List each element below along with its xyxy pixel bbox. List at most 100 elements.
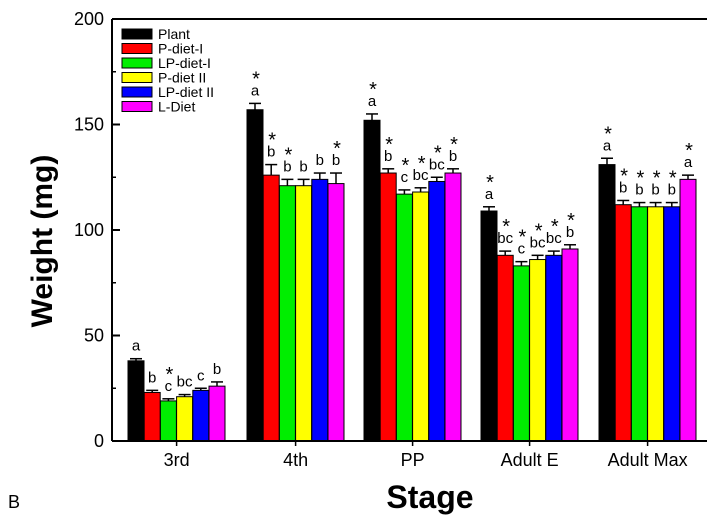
legend-swatch (121, 43, 153, 54)
significance-star: * (535, 220, 543, 242)
significance-letter: b (566, 224, 574, 241)
x-tick-label: Adult Max (608, 450, 688, 470)
errorbars-layer (130, 102, 694, 401)
bar-l-diet-adult-e (561, 248, 579, 442)
bar-lp-diet-i-adult-max (630, 206, 648, 442)
significance-letter: c (197, 367, 205, 384)
significance-letter: bc (530, 234, 546, 251)
x-tick-label: PP (401, 450, 425, 470)
bar-plant-3rd (127, 360, 145, 442)
significance-star: * (434, 142, 442, 164)
bar-plant-4th (246, 109, 264, 442)
significance-letter: b (384, 148, 392, 165)
legend-label: P-diet II (158, 70, 206, 86)
bar-lp-diet-ii-adult-e (545, 254, 563, 442)
significance-letter: b (449, 148, 457, 165)
bar-p-diet-i-pp (379, 172, 397, 442)
significance-star: * (604, 123, 612, 145)
significance-star: * (685, 140, 693, 162)
bar-p-diet-ii-pp (412, 191, 430, 442)
y-tick-label: 200 (74, 9, 104, 29)
significance-letter: a (251, 82, 260, 99)
significance-letter: bc (429, 156, 445, 173)
y-tick-label: 150 (74, 115, 104, 135)
significance-letter: a (368, 93, 377, 110)
significance-star: * (268, 130, 276, 152)
significance-star: * (519, 227, 527, 249)
significance-letter: c (401, 169, 409, 186)
significance-letter: c (165, 378, 173, 395)
significance-star: * (385, 134, 393, 156)
significance-star: * (285, 144, 293, 166)
significance-star: * (620, 165, 628, 187)
bar-p-diet-i-3rd (143, 391, 161, 442)
significance-star: * (502, 216, 510, 238)
y-tick-label: 0 (94, 431, 104, 451)
legend-swatch (121, 101, 153, 112)
x-tick-label: 3rd (164, 450, 190, 470)
significance-letter: b (267, 144, 275, 161)
significance-letter: bc (177, 374, 193, 391)
bar-plant-adult-e (480, 210, 498, 442)
bar-lp-diet-ii-3rd (192, 389, 210, 442)
bar-p-diet-ii-4th (295, 185, 313, 442)
significance-letter: bc (497, 230, 513, 247)
significance-letter: bc (546, 230, 562, 247)
bar-l-diet-pp (444, 172, 462, 442)
significance-star: * (333, 138, 341, 160)
significance-letter: c (518, 241, 526, 258)
bar-p-diet-ii-adult-max (647, 206, 665, 442)
panel-label: B (8, 492, 20, 512)
bars-layer (127, 109, 697, 442)
bar-plant-adult-max (598, 164, 616, 442)
bar-lp-diet-i-adult-e (512, 265, 530, 442)
significance-star: * (637, 168, 645, 190)
bar-lp-diet-ii-pp (428, 180, 446, 442)
significance-star: * (369, 79, 377, 101)
legend-swatch (121, 86, 153, 98)
bar-p-diet-i-adult-max (614, 204, 632, 442)
x-axis-title: Stage (386, 479, 473, 515)
significance-star: * (166, 364, 174, 386)
significance-star: * (567, 210, 575, 232)
significance-letter: b (299, 158, 307, 175)
significance-letter: a (132, 338, 141, 355)
bar-lp-diet-ii-4th (311, 178, 329, 442)
significance-letter: b (651, 182, 659, 199)
significance-star: * (669, 168, 677, 190)
bar-p-diet-i-4th (262, 174, 280, 442)
significance-star: * (402, 155, 410, 177)
significance-star: * (551, 216, 559, 238)
y-tick-label: 100 (74, 220, 104, 240)
x-tick-label: 4th (283, 450, 308, 470)
x-tick-label: Adult E (501, 450, 559, 470)
bar-l-diet-adult-max (679, 178, 697, 442)
bar-p-diet-ii-3rd (176, 396, 194, 442)
significance-letter: b (148, 369, 156, 386)
significance-letter: a (684, 154, 693, 171)
significance-letter: a (603, 137, 612, 154)
legend-label: P-diet-I (158, 41, 203, 57)
legend-label: L-Diet (158, 99, 195, 115)
significance-letter: b (668, 182, 676, 199)
significance-star: * (653, 168, 661, 190)
bar-lp-diet-ii-adult-max (663, 206, 681, 442)
y-axis-title: Weight (mg) (26, 155, 59, 328)
significance-letter: b (635, 182, 643, 199)
significance-letter: b (283, 158, 291, 175)
significance-letter: b (619, 179, 627, 196)
y-tick-label: 50 (84, 326, 104, 346)
significance-letter: b (332, 152, 340, 169)
significance-letter: a (485, 186, 494, 203)
bar-lp-diet-i-pp (395, 193, 413, 442)
significance-letter: b (213, 361, 221, 378)
bar-lp-diet-i-4th (278, 185, 296, 442)
legend-label: Plant (158, 26, 190, 42)
significance-star: * (486, 172, 494, 194)
legend-label: LP-diet-I (158, 55, 211, 71)
legend-swatch (121, 57, 153, 69)
bar-l-diet-3rd (208, 385, 226, 442)
annotations-layer: ab c* bc c ba*b*b*b b b*a*b*c* bc* bc* b*a*bc*c* b… (132, 68, 693, 394)
